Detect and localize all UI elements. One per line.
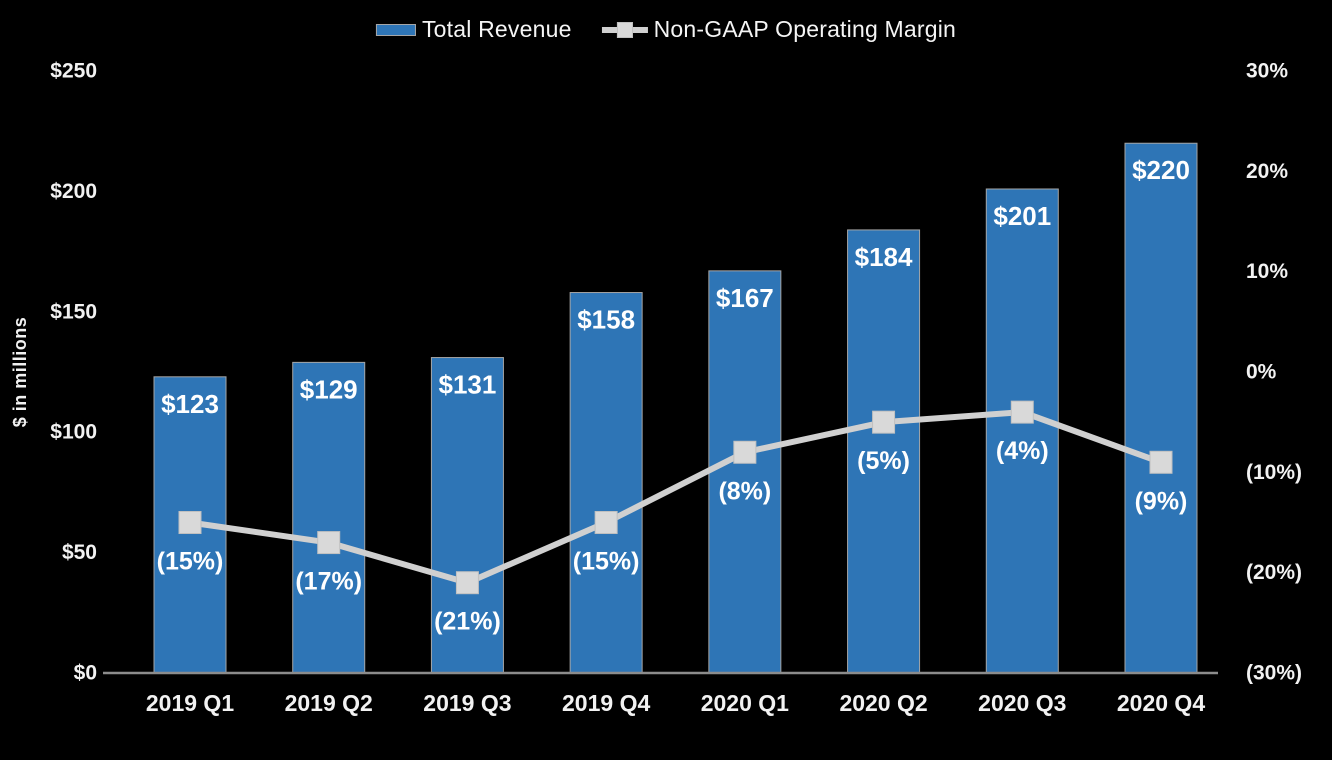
revenue-bar <box>708 270 782 674</box>
margin-data-label: (21%) <box>434 608 501 636</box>
margin-marker <box>178 511 202 534</box>
x-axis-category-label: 2019 Q2 <box>285 690 373 716</box>
left-axis-tick-label: $250 <box>50 60 97 83</box>
x-axis-category-label: 2019 Q1 <box>146 690 234 716</box>
legend-label-operating-margin: Non-GAAP Operating Margin <box>653 16 957 42</box>
margin-marker <box>872 410 896 434</box>
revenue-bar-label: $201 <box>993 201 1051 231</box>
margin-marker <box>594 511 618 534</box>
legend-item-total-revenue: Total Revenue <box>375 16 572 43</box>
revenue-bar <box>985 188 1059 674</box>
margin-line-marker-icon <box>601 21 648 39</box>
y-axis-title: $ in millions <box>10 317 30 428</box>
right-axis-tick-label: (10%) <box>1246 461 1302 484</box>
revenue-bar-label: $167 <box>716 283 774 313</box>
revenue-bar-label: $158 <box>577 305 635 335</box>
left-axis-tick-label: $150 <box>50 300 97 323</box>
revenue-bar-label: $220 <box>1132 155 1190 185</box>
legend-item-operating-margin: Non-GAAP Operating Margin <box>601 16 957 43</box>
right-axis-tick-label: 10% <box>1246 260 1288 283</box>
margin-marker <box>1010 400 1034 424</box>
revenue-bar <box>569 292 643 674</box>
x-axis-category-label: 2019 Q3 <box>423 690 511 716</box>
left-axis-tick-label: $0 <box>74 662 97 685</box>
margin-data-label: (8%) <box>718 477 771 505</box>
margin-data-label: (9%) <box>1135 487 1188 515</box>
legend-label-total-revenue: Total Revenue <box>421 16 572 42</box>
margin-data-label: (15%) <box>573 548 640 576</box>
margin-marker <box>733 440 757 464</box>
right-axis-tick-label: 20% <box>1246 160 1288 183</box>
x-axis-category-label: 2020 Q3 <box>978 690 1066 716</box>
margin-marker <box>1149 450 1173 474</box>
margin-line <box>187 409 1164 586</box>
margin-marker <box>455 571 479 595</box>
left-axis-tick-label: $50 <box>62 541 97 564</box>
revenue-bar <box>1124 142 1198 674</box>
revenue-bar-label: $184 <box>855 242 913 272</box>
legend-square-marker-icon <box>616 21 633 38</box>
x-axis-category-label: 2019 Q4 <box>562 690 650 716</box>
margin-data-label: (5%) <box>857 447 910 475</box>
revenue-swatch-icon <box>375 23 416 36</box>
x-axis-category-label: 2020 Q1 <box>701 690 789 716</box>
left-axis-tick-label: $200 <box>50 180 97 203</box>
revenue-bar-label: $123 <box>161 389 219 419</box>
revenue-bar-label: $129 <box>300 374 358 404</box>
revenue-bar <box>292 361 366 674</box>
revenue-bar-label: $131 <box>439 370 497 400</box>
right-axis-tick-label: 30% <box>1246 60 1288 83</box>
revenue-bar <box>430 357 504 674</box>
revenue-bar <box>847 229 921 674</box>
legend: Total Revenue Non-GAAP Operating Margin <box>375 16 957 43</box>
margin-marker <box>317 531 341 555</box>
x-axis-category-label: 2020 Q4 <box>1117 690 1205 716</box>
right-axis-tick-label: (20%) <box>1246 561 1302 584</box>
left-axis-tick-label: $100 <box>50 421 97 444</box>
margin-data-label: (15%) <box>157 548 224 576</box>
right-axis-tick-label: (30%) <box>1246 662 1302 685</box>
margin-data-label: (4%) <box>996 437 1049 465</box>
right-axis-tick-label: 0% <box>1246 361 1277 384</box>
margin-data-label: (17%) <box>295 568 362 596</box>
x-axis-category-label: 2020 Q2 <box>839 690 927 716</box>
